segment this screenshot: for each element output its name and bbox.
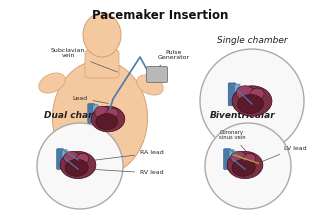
Ellipse shape [236,86,255,101]
Ellipse shape [227,151,263,178]
Ellipse shape [106,108,118,118]
Ellipse shape [231,151,248,165]
Ellipse shape [91,106,125,132]
Ellipse shape [52,60,148,176]
FancyBboxPatch shape [88,104,95,123]
Ellipse shape [96,114,117,130]
Text: Subclavian
vein: Subclavian vein [51,47,117,72]
Ellipse shape [237,95,263,114]
Ellipse shape [232,86,272,116]
FancyBboxPatch shape [234,84,240,104]
Ellipse shape [60,151,96,178]
Text: Lead: Lead [72,95,108,104]
Ellipse shape [250,88,264,100]
FancyBboxPatch shape [62,150,68,168]
Circle shape [200,49,304,153]
Ellipse shape [95,106,110,119]
Ellipse shape [76,153,89,164]
Ellipse shape [83,13,121,57]
Text: Dual chamber: Dual chamber [44,111,115,120]
FancyBboxPatch shape [57,149,64,169]
Ellipse shape [232,159,255,176]
Text: Biventricular: Biventricular [210,111,276,120]
Text: Single chamber: Single chamber [217,36,287,45]
Text: Coronary
sinus vein: Coronary sinus vein [219,130,247,152]
Text: Pacemaker Insertion: Pacemaker Insertion [92,9,228,22]
FancyBboxPatch shape [228,83,236,106]
Ellipse shape [243,153,256,164]
FancyBboxPatch shape [147,66,167,82]
Ellipse shape [39,73,65,93]
Ellipse shape [137,75,163,95]
Text: RA lead: RA lead [91,151,164,161]
Ellipse shape [65,159,88,176]
FancyBboxPatch shape [85,50,119,78]
FancyBboxPatch shape [224,149,231,169]
Circle shape [37,123,123,209]
Circle shape [205,123,291,209]
Ellipse shape [64,151,81,165]
FancyBboxPatch shape [93,105,98,122]
Text: LV lead: LV lead [260,145,306,162]
FancyBboxPatch shape [229,150,235,168]
Text: RV lead: RV lead [91,169,164,176]
Text: Pulse
Generator: Pulse Generator [158,50,190,66]
